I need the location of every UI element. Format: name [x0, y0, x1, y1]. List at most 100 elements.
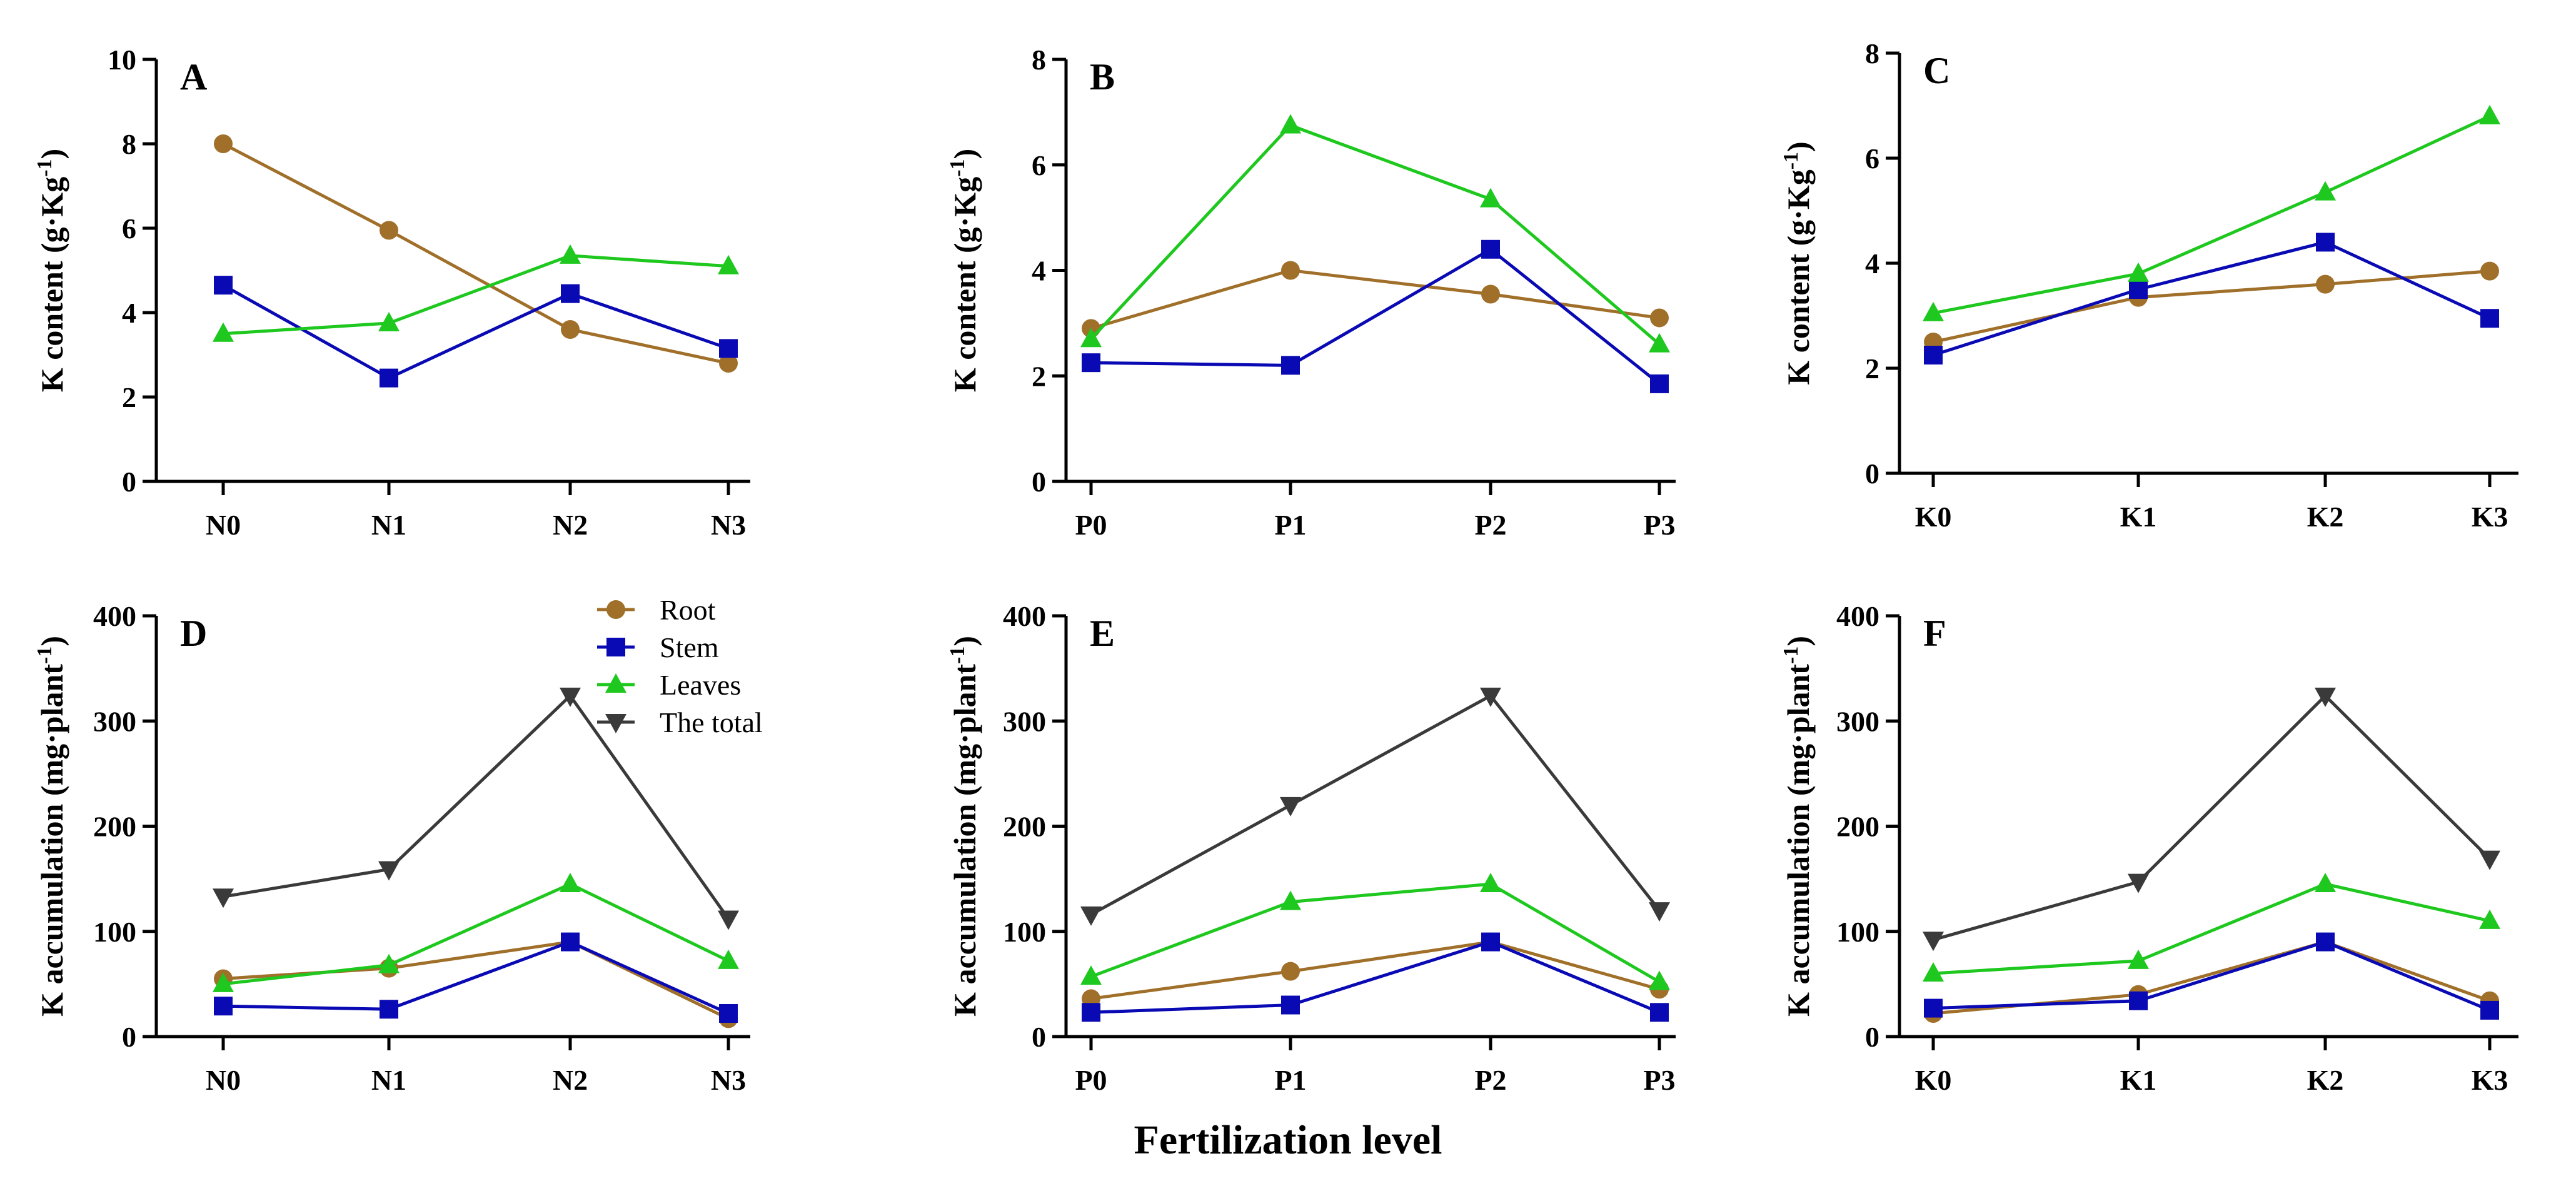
y-tick-label: 4	[1032, 255, 1046, 287]
panel-d: 0 100 200 300 400 N0 N1 N2 N3 K accumulation (mg·…	[33, 600, 750, 1096]
panel-letter: E	[1090, 613, 1115, 654]
legend-marker	[605, 714, 626, 733]
legend-marker	[605, 673, 626, 693]
data-point	[214, 134, 233, 153]
y-tick-label: 6	[1865, 143, 1879, 174]
series-leaves	[1923, 104, 2500, 321]
data-point	[2316, 932, 2335, 952]
series-line	[1933, 114, 2491, 315]
series-the-total	[1080, 687, 1670, 926]
series-line	[223, 693, 730, 920]
y-tick-label: 400	[1836, 600, 1879, 632]
x-tick-label: N3	[711, 509, 746, 541]
x-tick-label: K1	[2120, 1064, 2157, 1096]
legend-label: The total	[660, 706, 763, 738]
data-point	[2480, 309, 2499, 328]
series-stem	[214, 276, 738, 388]
data-point	[2128, 949, 2149, 969]
data-point	[719, 1003, 738, 1023]
data-point	[1481, 932, 1500, 952]
data-point	[1281, 356, 1300, 375]
series-line	[1933, 269, 2490, 344]
series-stem	[1924, 233, 2499, 364]
series-leaves	[1080, 873, 1670, 990]
data-point	[213, 322, 234, 342]
x-tick-label: P2	[1474, 1064, 1506, 1096]
y-tick-label: 400	[1003, 600, 1046, 632]
data-point	[718, 254, 739, 274]
data-point	[1080, 965, 1102, 985]
x-tick-label: K0	[1915, 1064, 1952, 1096]
series-line	[1090, 123, 1661, 346]
legend-label: Root	[660, 594, 716, 626]
series-root	[214, 134, 738, 373]
data-point	[378, 953, 400, 973]
data-point	[1080, 906, 1102, 926]
legend-label: Stem	[660, 631, 719, 663]
x-tick-label: N1	[371, 1064, 406, 1096]
data-point	[214, 997, 233, 1016]
series-line	[222, 283, 729, 380]
y-axis-label: K accumulation (mg·plant-1)	[33, 636, 69, 1017]
data-point	[718, 910, 739, 930]
y-tick-label: 2	[1865, 353, 1879, 384]
data-point	[378, 311, 400, 331]
data-point	[1923, 932, 1944, 952]
series-root	[1924, 261, 2499, 351]
y-tick-label: 0	[122, 466, 136, 498]
x-tick-label: P1	[1274, 509, 1306, 541]
y-tick-label: 100	[1836, 916, 1879, 948]
y-axis-label: K content (g·Kg-1)	[33, 149, 69, 392]
y-axis-label: K content (g·Kg-1)	[1779, 141, 1816, 384]
y-tick-label: 6	[122, 213, 136, 244]
y-tick-label: 100	[1003, 916, 1046, 948]
x-tick-label: P1	[1274, 1064, 1306, 1096]
series-root	[1082, 932, 1669, 1008]
x-tick-label: K3	[2472, 501, 2508, 533]
data-point	[1649, 970, 1670, 990]
series-line	[1090, 268, 1660, 330]
data-point	[1480, 687, 1501, 707]
data-point	[2315, 181, 2336, 201]
y-tick-label: 400	[93, 600, 136, 632]
x-tick-label: P3	[1643, 509, 1675, 541]
data-point	[2480, 1000, 2499, 1020]
y-tick-label: 8	[122, 128, 136, 160]
legend-entry: The total	[597, 706, 763, 738]
y-tick-label: 200	[93, 811, 136, 843]
data-point	[1923, 301, 1944, 321]
x-tick-label: P3	[1643, 1064, 1675, 1096]
y-tick-label: 2	[1032, 360, 1046, 392]
data-point	[560, 873, 581, 893]
data-point	[1649, 902, 1670, 922]
data-point	[213, 888, 234, 908]
data-point	[560, 244, 581, 264]
legend: Root Stem Leaves The total	[597, 594, 763, 738]
series-line	[1090, 940, 1660, 1000]
legend-label: Leaves	[660, 669, 741, 701]
data-point	[718, 949, 739, 969]
data-point	[1280, 890, 1301, 910]
series-line	[223, 254, 729, 336]
y-axis-label: K content (g·Kg-1)	[946, 149, 982, 392]
data-point	[1280, 114, 1301, 134]
series-line	[1933, 940, 2490, 1012]
data-point	[1480, 188, 1501, 208]
data-point	[2480, 261, 2499, 281]
data-point	[2315, 873, 2336, 893]
data-point	[1281, 962, 1300, 981]
y-tick-label: 6	[1032, 149, 1046, 181]
series-root	[1082, 261, 1669, 338]
x-tick-label: K2	[2307, 1064, 2344, 1096]
panel-letter: F	[1923, 613, 1946, 654]
legend-marker	[606, 600, 625, 619]
y-tick-label: 300	[1003, 705, 1046, 737]
x-tick-label: N2	[553, 1064, 588, 1096]
data-point	[1650, 374, 1669, 393]
data-point	[2128, 873, 2149, 893]
y-tick-label: 300	[93, 705, 136, 737]
x-tick-label: N3	[711, 1064, 746, 1096]
data-point	[560, 687, 581, 707]
x-axis-title: Fertilization level	[1134, 1117, 1442, 1163]
data-point	[2479, 850, 2500, 870]
